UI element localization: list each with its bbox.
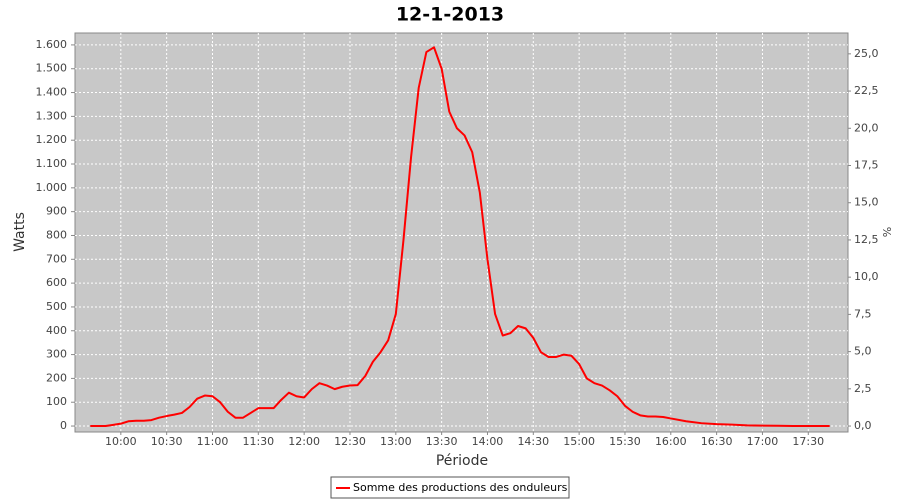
y2-tick-label: 25,0: [854, 47, 879, 60]
y2-tick-label: 0,0: [854, 419, 872, 432]
y2-tick-label: 10,0: [854, 270, 879, 283]
x-tick-label: 17:00: [747, 435, 779, 448]
y-tick-label: 900: [46, 205, 67, 218]
legend-label: Somme des productions des onduleurs: [353, 481, 568, 494]
plot-area: [74, 32, 849, 433]
y-tick-label: 1.600: [36, 38, 68, 51]
x-tick-label: 11:30: [242, 435, 274, 448]
x-tick-label: 12:00: [288, 435, 320, 448]
x-tick-label: 17:30: [792, 435, 824, 448]
chart-title: 12-1-2013: [396, 4, 504, 26]
x-tick-label: 16:30: [701, 435, 733, 448]
y-tick-label: 1.500: [36, 62, 68, 75]
x-axis-label: Période: [436, 453, 488, 469]
y2-tick-label: 7,5: [854, 307, 872, 320]
legend: [330, 476, 570, 499]
y2-tick-label: 20,0: [854, 121, 879, 134]
x-tick-label: 15:30: [609, 435, 641, 448]
y-tick-label: 800: [46, 228, 67, 241]
y-tick-label: 1.400: [36, 86, 68, 99]
x-tick-label: 10:00: [105, 435, 137, 448]
y-tick-label: 1.200: [36, 133, 68, 146]
x-tick-label: 13:30: [426, 435, 458, 448]
y2-tick-label: 5,0: [854, 345, 872, 358]
y2-tick-label: 22,5: [854, 84, 879, 97]
y-tick-label: 600: [46, 276, 67, 289]
y-tick-label: 300: [46, 348, 67, 361]
y2-tick-label: 17,5: [854, 159, 879, 172]
x-tick-label: 13:00: [380, 435, 412, 448]
y2-tick-label: 15,0: [854, 196, 879, 209]
y-axis-label: Watts: [12, 212, 28, 252]
y2-axis-label: %: [881, 227, 894, 237]
x-tick-label: 14:00: [472, 435, 504, 448]
x-tick-label: 16:00: [655, 435, 687, 448]
x-tick-label: 11:00: [197, 435, 229, 448]
y-tick-label: 0: [60, 419, 67, 432]
y-tick-label: 1.000: [36, 181, 68, 194]
y2-tick-label: 2,5: [854, 382, 872, 395]
line-series: [90, 46, 830, 428]
y-tick-label: 400: [46, 324, 67, 337]
x-tick-label: 10:30: [151, 435, 183, 448]
y-tick-label: 700: [46, 252, 67, 265]
y-tick-label: 100: [46, 395, 67, 408]
y-tick-label: 1.300: [36, 109, 68, 122]
x-tick-label: 12:30: [334, 435, 366, 448]
x-tick-label: 14:30: [517, 435, 549, 448]
y2-tick-label: 12,5: [854, 233, 879, 246]
y-tick-label: 1.100: [36, 157, 68, 170]
x-tick-label: 15:00: [563, 435, 595, 448]
y-tick-label: 500: [46, 300, 67, 313]
y-tick-label: 200: [46, 371, 67, 384]
